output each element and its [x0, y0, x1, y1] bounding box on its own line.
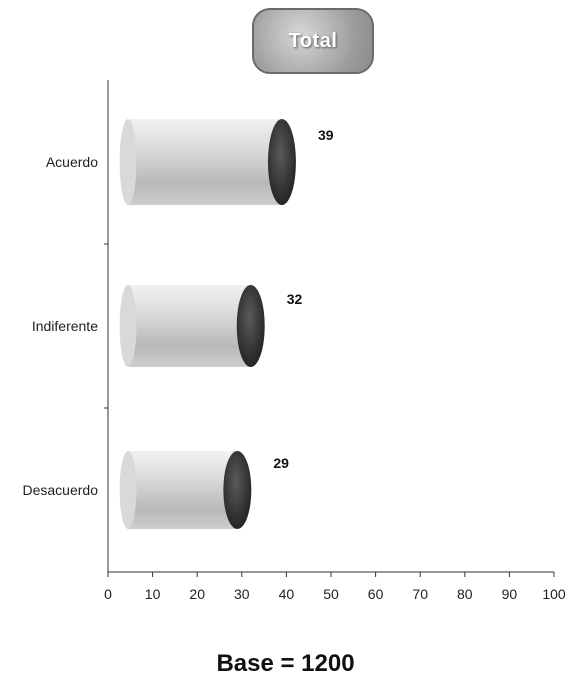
bar-body	[128, 285, 251, 367]
x-tick-label: 70	[412, 586, 428, 602]
bar-base	[119, 285, 137, 367]
bar-base	[119, 119, 137, 205]
base-note: Base = 1200	[216, 650, 355, 677]
labels: Acuerdo 39 Indiferente 32 Desacuerdo 29	[23, 127, 334, 498]
axes: 0 10 20 30 40 50 60 70 80 90 100	[104, 80, 566, 602]
chart-title: Total	[288, 29, 338, 52]
x-tick-label: 10	[145, 586, 161, 602]
bar-base	[119, 451, 137, 529]
bar-cap	[223, 451, 252, 529]
x-tick-label: 0	[104, 586, 112, 602]
x-tick-label: 90	[502, 586, 518, 602]
data-label: 29	[273, 455, 289, 471]
bars	[119, 119, 296, 529]
x-tick-label: 50	[323, 586, 339, 602]
bar-body	[128, 451, 238, 529]
bar-cap	[236, 285, 265, 367]
x-tick-label: 80	[457, 586, 473, 602]
chart-title-badge: Total	[252, 8, 374, 74]
data-label: 39	[318, 127, 334, 143]
bar-cap	[267, 119, 296, 205]
category-label: Acuerdo	[46, 154, 98, 170]
data-label: 32	[287, 291, 303, 307]
x-tick-label: 40	[279, 586, 295, 602]
bar-body	[128, 119, 282, 205]
category-label: Indiferente	[32, 318, 98, 334]
x-tick-label: 60	[368, 586, 384, 602]
x-tick-label: 30	[234, 586, 250, 602]
category-label: Desacuerdo	[23, 482, 99, 498]
x-tick-label: 100	[542, 586, 566, 602]
x-tick-label: 20	[189, 586, 205, 602]
